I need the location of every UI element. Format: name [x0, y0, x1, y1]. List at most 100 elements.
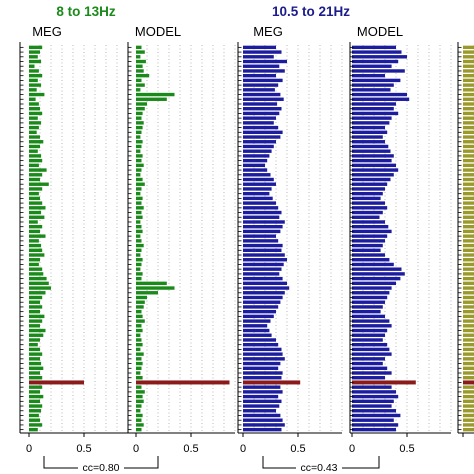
bar — [29, 78, 38, 83]
bar — [243, 243, 283, 248]
bar — [463, 225, 474, 229]
bar — [352, 291, 390, 295]
bar — [243, 376, 282, 380]
bar — [243, 324, 268, 328]
bar — [463, 394, 474, 399]
bar — [463, 116, 474, 120]
bar — [463, 215, 474, 219]
bar — [243, 116, 276, 120]
bar — [29, 220, 38, 224]
bar — [243, 78, 283, 83]
bar — [352, 352, 392, 356]
highlight-bar — [243, 380, 301, 385]
bar — [29, 73, 43, 78]
bar — [352, 173, 394, 177]
bar — [29, 319, 43, 323]
bar — [136, 427, 142, 432]
bar — [136, 239, 142, 243]
bar — [136, 267, 141, 271]
bar — [243, 295, 283, 300]
bar — [29, 342, 38, 347]
bar — [243, 64, 280, 68]
bar — [243, 229, 281, 234]
bar — [352, 366, 388, 370]
bar — [243, 177, 274, 182]
bar — [352, 295, 388, 300]
bar — [29, 309, 40, 314]
bar — [352, 281, 396, 286]
bar — [136, 399, 144, 404]
bar — [29, 154, 42, 158]
cc-label-alpha: cc=0.80 — [82, 462, 119, 474]
bar — [463, 413, 474, 418]
bar — [243, 135, 281, 139]
bar — [29, 182, 49, 186]
bar — [463, 239, 474, 243]
bar — [243, 423, 285, 427]
bar — [136, 196, 143, 201]
bar — [463, 163, 474, 168]
bar — [136, 352, 144, 356]
bar — [352, 78, 401, 83]
bar — [463, 111, 474, 116]
bar — [29, 357, 40, 361]
band-title-beta: 10.5 to 21Hz — [272, 4, 350, 19]
bar — [243, 276, 283, 281]
bar — [29, 69, 39, 73]
bar — [136, 314, 143, 319]
bar — [463, 83, 474, 87]
bar — [136, 45, 142, 50]
bar — [29, 144, 40, 149]
bar — [136, 187, 142, 191]
bar — [29, 210, 42, 215]
bar — [136, 357, 142, 361]
bar — [136, 210, 142, 215]
bar — [463, 272, 474, 276]
bar — [136, 206, 144, 210]
bar — [463, 423, 474, 427]
bar — [136, 102, 147, 106]
bar — [352, 324, 392, 328]
bar — [29, 394, 44, 399]
bar — [136, 319, 145, 323]
bar — [243, 88, 275, 92]
bar — [29, 286, 51, 290]
bar — [136, 276, 142, 281]
bar — [136, 328, 143, 333]
bar — [352, 215, 380, 219]
bar — [243, 352, 283, 356]
bar — [463, 173, 474, 177]
panel-0: 0 0.5 — [19, 42, 129, 455]
bar — [243, 309, 276, 314]
bar — [463, 92, 474, 97]
bar — [352, 97, 410, 101]
bar — [352, 135, 383, 139]
bar — [136, 262, 142, 267]
bar — [243, 267, 282, 271]
bar — [352, 210, 383, 215]
bar — [136, 121, 144, 125]
band-title-alpha: 8 to 13Hz — [56, 4, 116, 19]
bar — [352, 342, 388, 347]
bar — [463, 357, 474, 361]
bar — [352, 201, 385, 205]
bar — [29, 418, 40, 422]
bar — [352, 248, 381, 252]
bar — [243, 262, 284, 267]
bar — [243, 140, 276, 144]
bar — [352, 149, 391, 153]
bar — [243, 173, 271, 177]
bar — [243, 144, 274, 149]
bar — [352, 371, 392, 375]
bar — [463, 347, 474, 352]
bar — [463, 182, 474, 186]
panel-4 — [457, 42, 474, 437]
bar — [463, 140, 474, 144]
bar — [136, 69, 144, 73]
bar — [136, 154, 143, 158]
bar — [463, 338, 474, 342]
bar — [243, 314, 274, 319]
bar — [29, 376, 43, 380]
bar — [136, 125, 143, 130]
bar — [243, 413, 281, 418]
